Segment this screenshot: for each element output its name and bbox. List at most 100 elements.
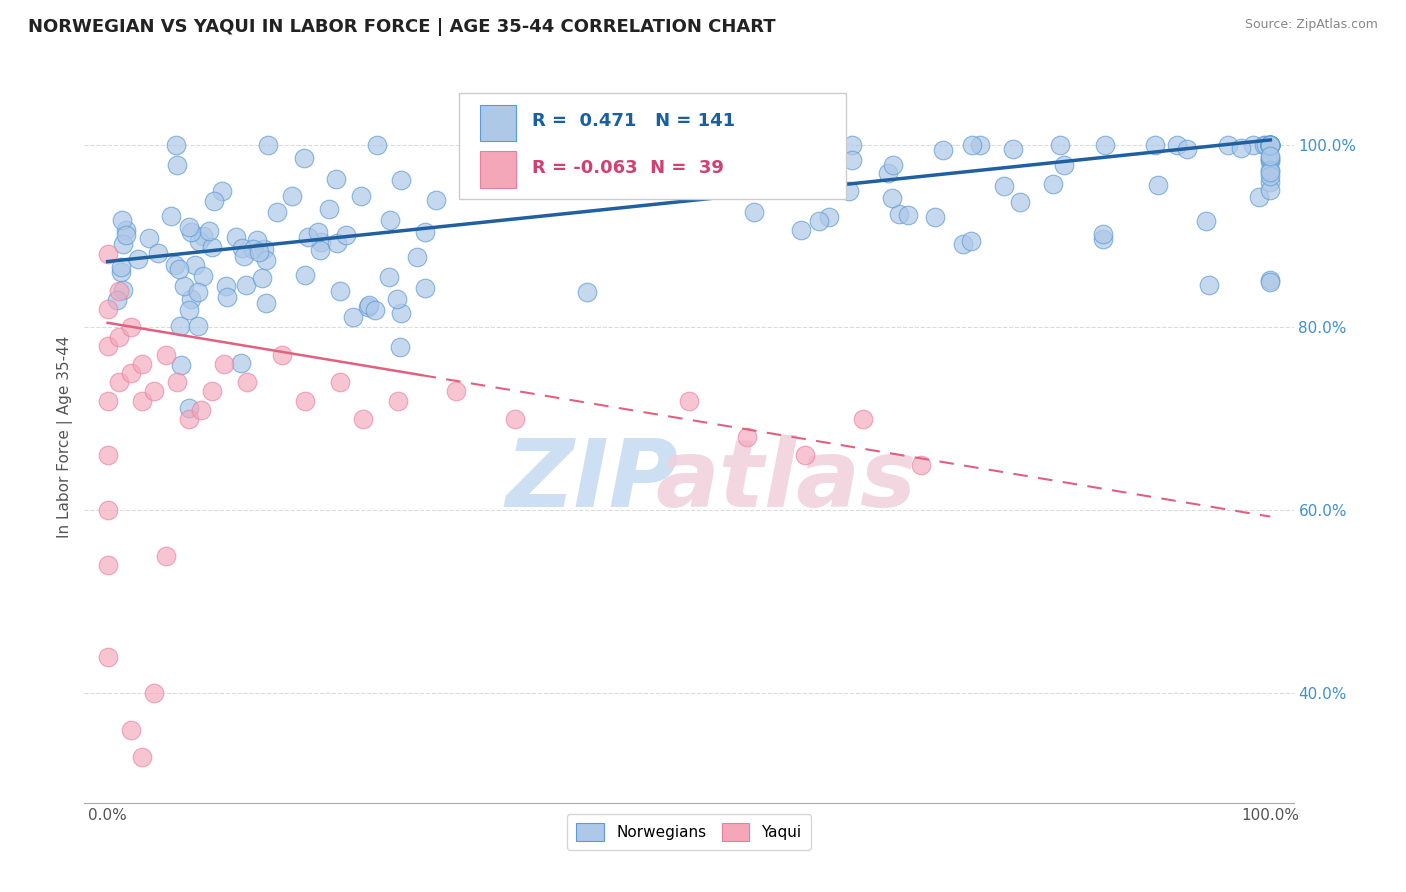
Point xyxy=(1049,137,1071,152)
Point xyxy=(782,137,804,152)
Point xyxy=(389,339,412,353)
Point xyxy=(352,412,374,426)
Point xyxy=(530,178,553,192)
Point xyxy=(159,209,181,223)
Point xyxy=(143,384,166,399)
Point xyxy=(215,290,238,304)
Point xyxy=(233,249,256,263)
Point xyxy=(1249,190,1271,204)
Point xyxy=(1230,141,1253,155)
Point xyxy=(329,376,352,390)
Point xyxy=(808,214,831,228)
Point xyxy=(211,184,233,198)
Point xyxy=(1258,138,1281,153)
Point xyxy=(225,229,247,244)
Point xyxy=(387,393,409,408)
Point xyxy=(897,208,920,222)
Point xyxy=(1166,137,1188,152)
Point xyxy=(236,376,259,390)
Point xyxy=(962,137,984,152)
Point xyxy=(148,245,170,260)
Point xyxy=(235,278,257,293)
Point xyxy=(191,268,214,283)
Point xyxy=(138,230,160,244)
Point xyxy=(309,243,332,257)
Point xyxy=(413,281,436,295)
Point xyxy=(1195,213,1218,227)
Point xyxy=(254,296,277,310)
Point xyxy=(1258,163,1281,178)
Point xyxy=(1258,137,1281,152)
Point xyxy=(503,412,526,426)
Point xyxy=(191,229,214,244)
Point xyxy=(190,402,212,417)
Point xyxy=(1258,273,1281,287)
Point xyxy=(307,225,329,239)
Point xyxy=(446,384,468,399)
Point xyxy=(97,503,120,517)
Point xyxy=(1258,154,1281,169)
Point xyxy=(678,393,700,408)
Point xyxy=(257,138,280,153)
Point xyxy=(887,207,910,221)
Point xyxy=(197,224,219,238)
Point xyxy=(97,558,120,573)
Point xyxy=(212,357,235,371)
Point xyxy=(254,253,277,268)
Point xyxy=(167,261,190,276)
Point xyxy=(1216,137,1239,152)
Point xyxy=(229,356,252,370)
Point xyxy=(880,192,903,206)
Point xyxy=(187,318,209,333)
Point xyxy=(350,189,373,203)
Point xyxy=(180,292,202,306)
Y-axis label: In Labor Force | Age 35-44: In Labor Force | Age 35-44 xyxy=(58,336,73,538)
Point xyxy=(389,173,412,187)
Point xyxy=(271,348,294,362)
Point xyxy=(1258,137,1281,152)
Point xyxy=(266,204,288,219)
Point xyxy=(187,285,209,299)
Point xyxy=(242,242,264,256)
Point xyxy=(131,357,153,371)
Point xyxy=(1092,232,1115,246)
Point xyxy=(575,285,598,299)
Point xyxy=(1008,195,1031,210)
Point xyxy=(108,329,131,343)
Point xyxy=(170,358,193,372)
Point xyxy=(177,219,200,234)
Point xyxy=(742,204,765,219)
Point xyxy=(112,283,135,297)
Point xyxy=(1241,137,1264,152)
Point xyxy=(166,376,188,390)
Point xyxy=(231,241,253,255)
Legend: Norwegians, Yaqui: Norwegians, Yaqui xyxy=(567,814,811,850)
Point xyxy=(311,235,333,249)
Point xyxy=(184,259,207,273)
Point xyxy=(1258,153,1281,167)
Point xyxy=(406,251,429,265)
Point xyxy=(1258,165,1281,179)
Point xyxy=(180,225,202,239)
Point xyxy=(177,412,200,426)
Point xyxy=(177,302,200,317)
Bar xyxy=(479,105,516,142)
Point xyxy=(97,393,120,408)
Point xyxy=(97,301,120,317)
Text: Source: ZipAtlas.com: Source: ZipAtlas.com xyxy=(1244,18,1378,31)
Point xyxy=(425,193,447,207)
Point xyxy=(169,319,191,334)
Point xyxy=(841,153,863,167)
Point xyxy=(215,279,238,293)
Point xyxy=(97,649,120,664)
Point xyxy=(188,234,211,248)
Point xyxy=(342,310,364,324)
Point xyxy=(366,137,388,152)
Point xyxy=(120,366,142,380)
Point xyxy=(735,430,758,444)
Point xyxy=(1052,157,1074,171)
Point xyxy=(790,222,813,236)
Point xyxy=(294,393,316,408)
Point xyxy=(131,393,153,408)
Point xyxy=(335,227,357,242)
